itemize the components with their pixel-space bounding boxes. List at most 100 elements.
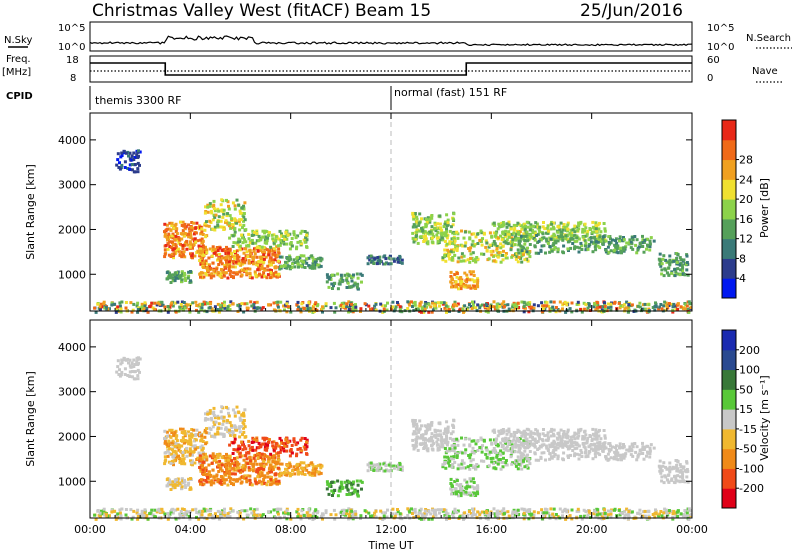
echo-cell [536,304,540,308]
echo-cell [520,236,524,240]
echo-cell [469,493,473,497]
echo-cell [541,307,545,310]
echo-cell [594,450,598,454]
echo-cell [108,307,111,311]
echo-cell [387,463,391,467]
echo-cell [485,241,489,245]
echo-cell [193,461,197,465]
echo-cell [538,230,542,234]
echo-cell [638,305,642,309]
echo-cell [355,285,359,289]
echo-cell [175,483,179,487]
echo-cell [678,256,682,260]
echo-cell [448,257,452,261]
echo-cell [169,435,173,439]
echo-cell [274,444,278,448]
echo-cell [545,433,549,437]
echo-cell [250,445,254,449]
echo-cell [573,245,577,249]
echo-cell [325,273,329,277]
echo-cell [196,250,200,254]
echo-cell [647,303,651,307]
echo-cell [554,448,558,452]
echo-cell [296,234,300,238]
echo-cell [464,241,468,245]
echo-cell [360,280,363,284]
echo-cell [526,259,530,263]
echo-cell [468,491,471,495]
freq-step-line [90,62,692,76]
echo-cell [284,231,288,235]
echo-cell [598,221,601,225]
echo-cell [492,259,496,263]
echo-cell [415,215,419,219]
echo-cell [183,432,187,436]
echo-cell [217,470,221,473]
echo-cell [464,283,468,287]
echo-cell [452,248,456,252]
echo-cell [550,456,554,460]
echo-cell [448,229,452,233]
echo-cell [218,252,222,256]
echo-cell [454,280,458,284]
echo-cell [502,305,506,309]
echo-cell [609,249,613,253]
echo-cell [274,441,278,445]
echo-cell [562,251,565,255]
echo-cell [137,306,141,310]
echo-cell [601,442,605,446]
echo-cell [173,279,177,283]
echo-cell [205,220,208,224]
echo-cell [599,447,603,450]
echo-cell [163,252,167,256]
echo-cell [504,463,508,467]
echo-cell [231,466,235,470]
echo-cell [235,198,239,202]
echo-cell [339,273,343,277]
echo-cell [591,432,595,436]
echo-cell [651,306,655,309]
echo-cell [568,446,572,450]
echo-cell [190,225,194,229]
echo-cell [266,443,270,447]
echo-cell [499,246,503,250]
echo-cell [262,478,266,481]
echo-cell [219,307,222,311]
echo-cell [470,307,474,310]
echo-cell [658,305,662,309]
echo-cell [566,454,570,458]
echo-cell [225,421,229,425]
echo-cell [444,441,448,445]
echo-cell [571,228,575,232]
echo-cell [182,457,186,461]
echo-cell [237,444,241,448]
echo-cell [411,231,415,235]
echo-cell [163,459,167,463]
echo-cell [220,469,224,473]
echo-cell [435,233,439,237]
echo-cell [178,481,181,485]
echo-cell [262,257,266,261]
echo-cell [556,457,560,461]
echo-cell [501,428,505,431]
echo-cell [555,443,559,447]
echo-cell [520,443,524,447]
echo-cell [218,459,222,463]
echo-cell [296,462,300,466]
echo-cell [368,465,372,469]
echo-cell [234,467,238,471]
echo-cell [445,242,449,246]
echo-cell [604,248,608,252]
echo-cell [172,234,176,238]
echo-cell [604,455,608,459]
echo-cell [659,303,663,306]
echo-cell [265,230,269,234]
echo-cell [575,236,579,240]
echo-cell [249,275,253,279]
echo-cell [300,449,304,453]
echo-cell [570,441,573,444]
echo-cell [556,239,560,243]
echo-cell [455,230,459,234]
echo-cell [175,445,179,449]
echo-cell [170,431,174,434]
